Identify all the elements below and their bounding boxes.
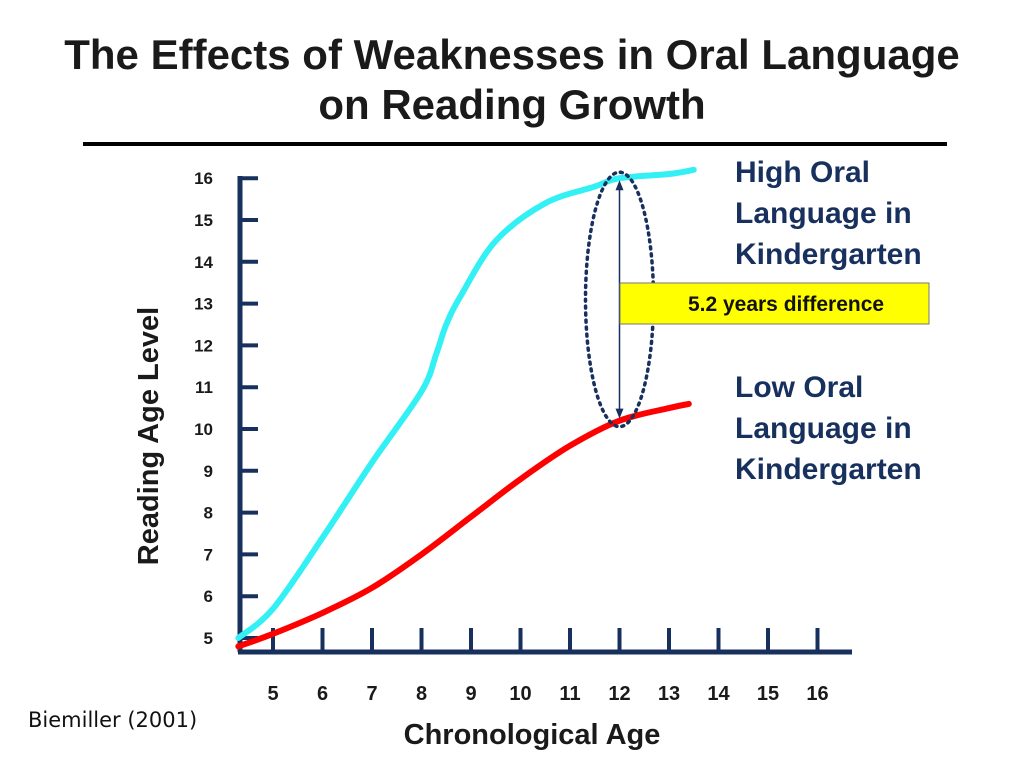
y-axis-label: Reading Age Level: [133, 307, 165, 565]
title-divider: [83, 142, 947, 146]
y-tick-label-13: 13: [194, 295, 213, 314]
citation: Biemiller (2001): [28, 708, 198, 732]
y-tick-label-16: 16: [194, 169, 213, 188]
x-tick-label-14: 14: [707, 683, 730, 705]
y-tick-label-11: 11: [195, 378, 213, 397]
x-tick-label-6: 6: [317, 683, 328, 705]
y-tick-label-10: 10: [194, 420, 213, 439]
x-tick-label-15: 15: [757, 683, 779, 705]
y-tick-label-14: 14: [194, 253, 213, 272]
x-tick-label-9: 9: [465, 683, 476, 705]
difference-callout-box: [619, 282, 930, 325]
low-oral-language-label-line-1: Low Oral: [735, 371, 863, 404]
difference-arrow-head-top: [615, 180, 624, 191]
x-axis-label: Chronological Age: [404, 719, 661, 751]
chart-title: The Effects of Weaknesses in Oral Langua…: [0, 30, 1024, 130]
x-tick-label-5: 5: [267, 683, 278, 705]
x-tick-label-12: 12: [608, 683, 630, 705]
x-tick-label-8: 8: [416, 683, 427, 705]
y-tick-label-8: 8: [204, 504, 213, 523]
y-tick-label-7: 7: [204, 545, 213, 564]
y-tick-label-5: 5: [204, 629, 213, 648]
y-tick-label-15: 15: [194, 211, 213, 230]
x-tick-label-11: 11: [559, 683, 580, 705]
chart-title-line-2: on Reading Growth: [318, 81, 706, 128]
x-tick-label-13: 13: [658, 683, 680, 705]
high-oral-language-line: [235, 166, 697, 641]
x-tick-label-10: 10: [509, 683, 531, 705]
difference-arrow-head-bottom: [615, 408, 624, 419]
chart-title-line-1: The Effects of Weaknesses in Oral Langua…: [64, 31, 960, 78]
y-tick-label-9: 9: [204, 462, 213, 481]
high-oral-language-label-line-3: Kindergarten: [735, 238, 922, 271]
x-tick-label-7: 7: [366, 683, 377, 705]
high-oral-language-label-line-2: Language in: [735, 197, 912, 230]
x-tick-label-16: 16: [806, 683, 828, 705]
low-oral-language-label-line-2: Language in: [735, 412, 912, 445]
low-oral-language-line: [235, 400, 692, 650]
high-oral-language-label-line-1: High Oral: [735, 156, 870, 189]
y-tick-label-12: 12: [194, 336, 213, 355]
y-tick-label-6: 6: [204, 587, 213, 606]
low-oral-language-label-line-3: Kindergarten: [735, 453, 922, 486]
difference-callout-text: 5.2 years difference: [688, 293, 884, 316]
